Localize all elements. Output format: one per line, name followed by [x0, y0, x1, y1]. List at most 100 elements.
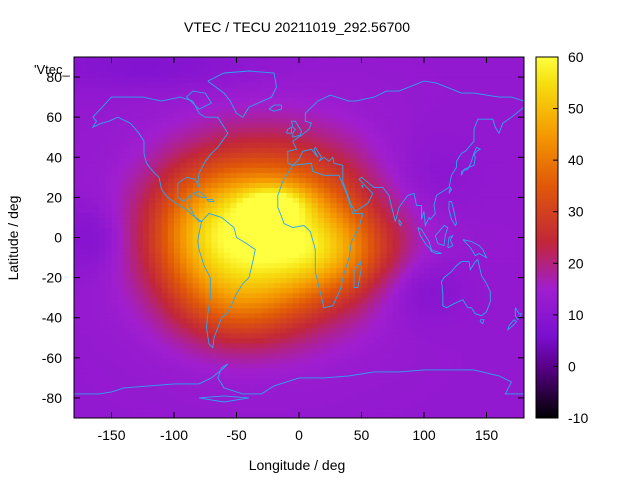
- heatmap-cell: [155, 87, 163, 93]
- heatmap-cell: [449, 192, 456, 198]
- heatmap-cell: [405, 57, 413, 63]
- heatmap-cell: [211, 122, 219, 128]
- heatmap-cell: [361, 142, 369, 148]
- heatmap-cell: [499, 117, 506, 123]
- heatmap-cell: [205, 222, 213, 229]
- heatmap-cell: [249, 212, 256, 219]
- heatmap-cell: [186, 167, 194, 173]
- heatmap-cell: [492, 292, 500, 299]
- heatmap-cell: [330, 122, 338, 128]
- heatmap-cell: [449, 367, 456, 374]
- heatmap-cell: [105, 217, 113, 224]
- heatmap-cell: [455, 62, 463, 68]
- heatmap-cell: [186, 187, 194, 193]
- heatmap-cell: [361, 297, 369, 304]
- heatmap-cell: [436, 137, 444, 143]
- heatmap-cell: [317, 237, 325, 244]
- heatmap-cell: [130, 362, 138, 369]
- heatmap-cell: [342, 117, 350, 123]
- heatmap-cell: [280, 127, 288, 133]
- heatmap-cell: [261, 132, 269, 138]
- heatmap-cell: [305, 242, 313, 249]
- heatmap-cell: [355, 367, 363, 374]
- heatmap-cell: [242, 167, 250, 173]
- heatmap-cell: [155, 292, 163, 299]
- heatmap-cell: [324, 127, 331, 133]
- heatmap-cell: [199, 312, 206, 319]
- heatmap-cell: [374, 287, 381, 294]
- heatmap-cell: [324, 337, 331, 344]
- heatmap-cell: [211, 342, 219, 349]
- heatmap-cell: [449, 392, 456, 399]
- heatmap-cell: [117, 252, 125, 259]
- heatmap-cell: [130, 77, 138, 83]
- heatmap-cell: [174, 397, 181, 404]
- heatmap-cell: [467, 292, 475, 299]
- heatmap-cell: [205, 107, 213, 113]
- heatmap-cell: [461, 172, 469, 178]
- heatmap-cell: [292, 327, 300, 334]
- heatmap-cell: [99, 342, 106, 349]
- heatmap-cell: [211, 72, 219, 78]
- heatmap-cell: [499, 107, 506, 113]
- heatmap-cell: [80, 277, 88, 284]
- heatmap-cell: [367, 237, 375, 244]
- heatmap-cell: [249, 362, 256, 369]
- heatmap-cell: [274, 172, 281, 178]
- heatmap-cell: [386, 57, 394, 63]
- heatmap-cell: [405, 92, 413, 98]
- heatmap-cell: [455, 382, 463, 389]
- heatmap-cell: [380, 312, 388, 319]
- heatmap-cell: [399, 177, 406, 183]
- heatmap-cell: [286, 382, 294, 389]
- heatmap-cell: [161, 192, 169, 198]
- heatmap-cell: [349, 107, 356, 113]
- heatmap-cell: [199, 57, 206, 63]
- heatmap-cell: [167, 92, 175, 98]
- heatmap-cell: [336, 367, 344, 374]
- heatmap-cell: [149, 337, 156, 344]
- heatmap-cell: [305, 407, 313, 414]
- heatmap-cell: [149, 387, 156, 394]
- heatmap-cell: [280, 322, 288, 329]
- heatmap-cell: [424, 387, 431, 394]
- heatmap-cell: [317, 172, 325, 178]
- heatmap-cell: [361, 247, 369, 254]
- heatmap-cell: [442, 77, 450, 83]
- heatmap-cell: [499, 242, 506, 249]
- heatmap-cell: [249, 292, 256, 299]
- heatmap-cell: [286, 92, 294, 98]
- heatmap-cell: [249, 287, 256, 294]
- heatmap-cell: [330, 377, 338, 384]
- heatmap-cell: [399, 112, 406, 118]
- heatmap-cell: [217, 362, 225, 369]
- heatmap-cell: [74, 302, 81, 309]
- heatmap-cell: [105, 167, 113, 173]
- heatmap-cell: [149, 342, 156, 349]
- heatmap-cell: [342, 172, 350, 178]
- heatmap-cell: [411, 62, 419, 68]
- heatmap-cell: [374, 72, 381, 78]
- heatmap-cell: [217, 207, 225, 214]
- heatmap-cell: [192, 117, 200, 123]
- heatmap-cell: [230, 247, 238, 254]
- heatmap-cell: [167, 167, 175, 173]
- heatmap-cell: [461, 72, 469, 78]
- heatmap-cell: [142, 147, 150, 153]
- heatmap-cell: [299, 147, 306, 153]
- heatmap-cell: [255, 347, 263, 354]
- heatmap-cell: [92, 152, 100, 158]
- heatmap-cell: [192, 307, 200, 314]
- heatmap-cell: [417, 157, 425, 163]
- heatmap-cell: [230, 77, 238, 83]
- heatmap-cell: [224, 272, 231, 279]
- heatmap-cell: [411, 287, 419, 294]
- heatmap-cell: [474, 297, 481, 304]
- heatmap-cell: [392, 182, 400, 188]
- heatmap-cell: [105, 247, 113, 254]
- heatmap-cell: [280, 372, 288, 379]
- heatmap-cell: [280, 297, 288, 304]
- heatmap-cell: [467, 272, 475, 279]
- heatmap-cell: [286, 142, 294, 148]
- heatmap-cell: [224, 62, 231, 68]
